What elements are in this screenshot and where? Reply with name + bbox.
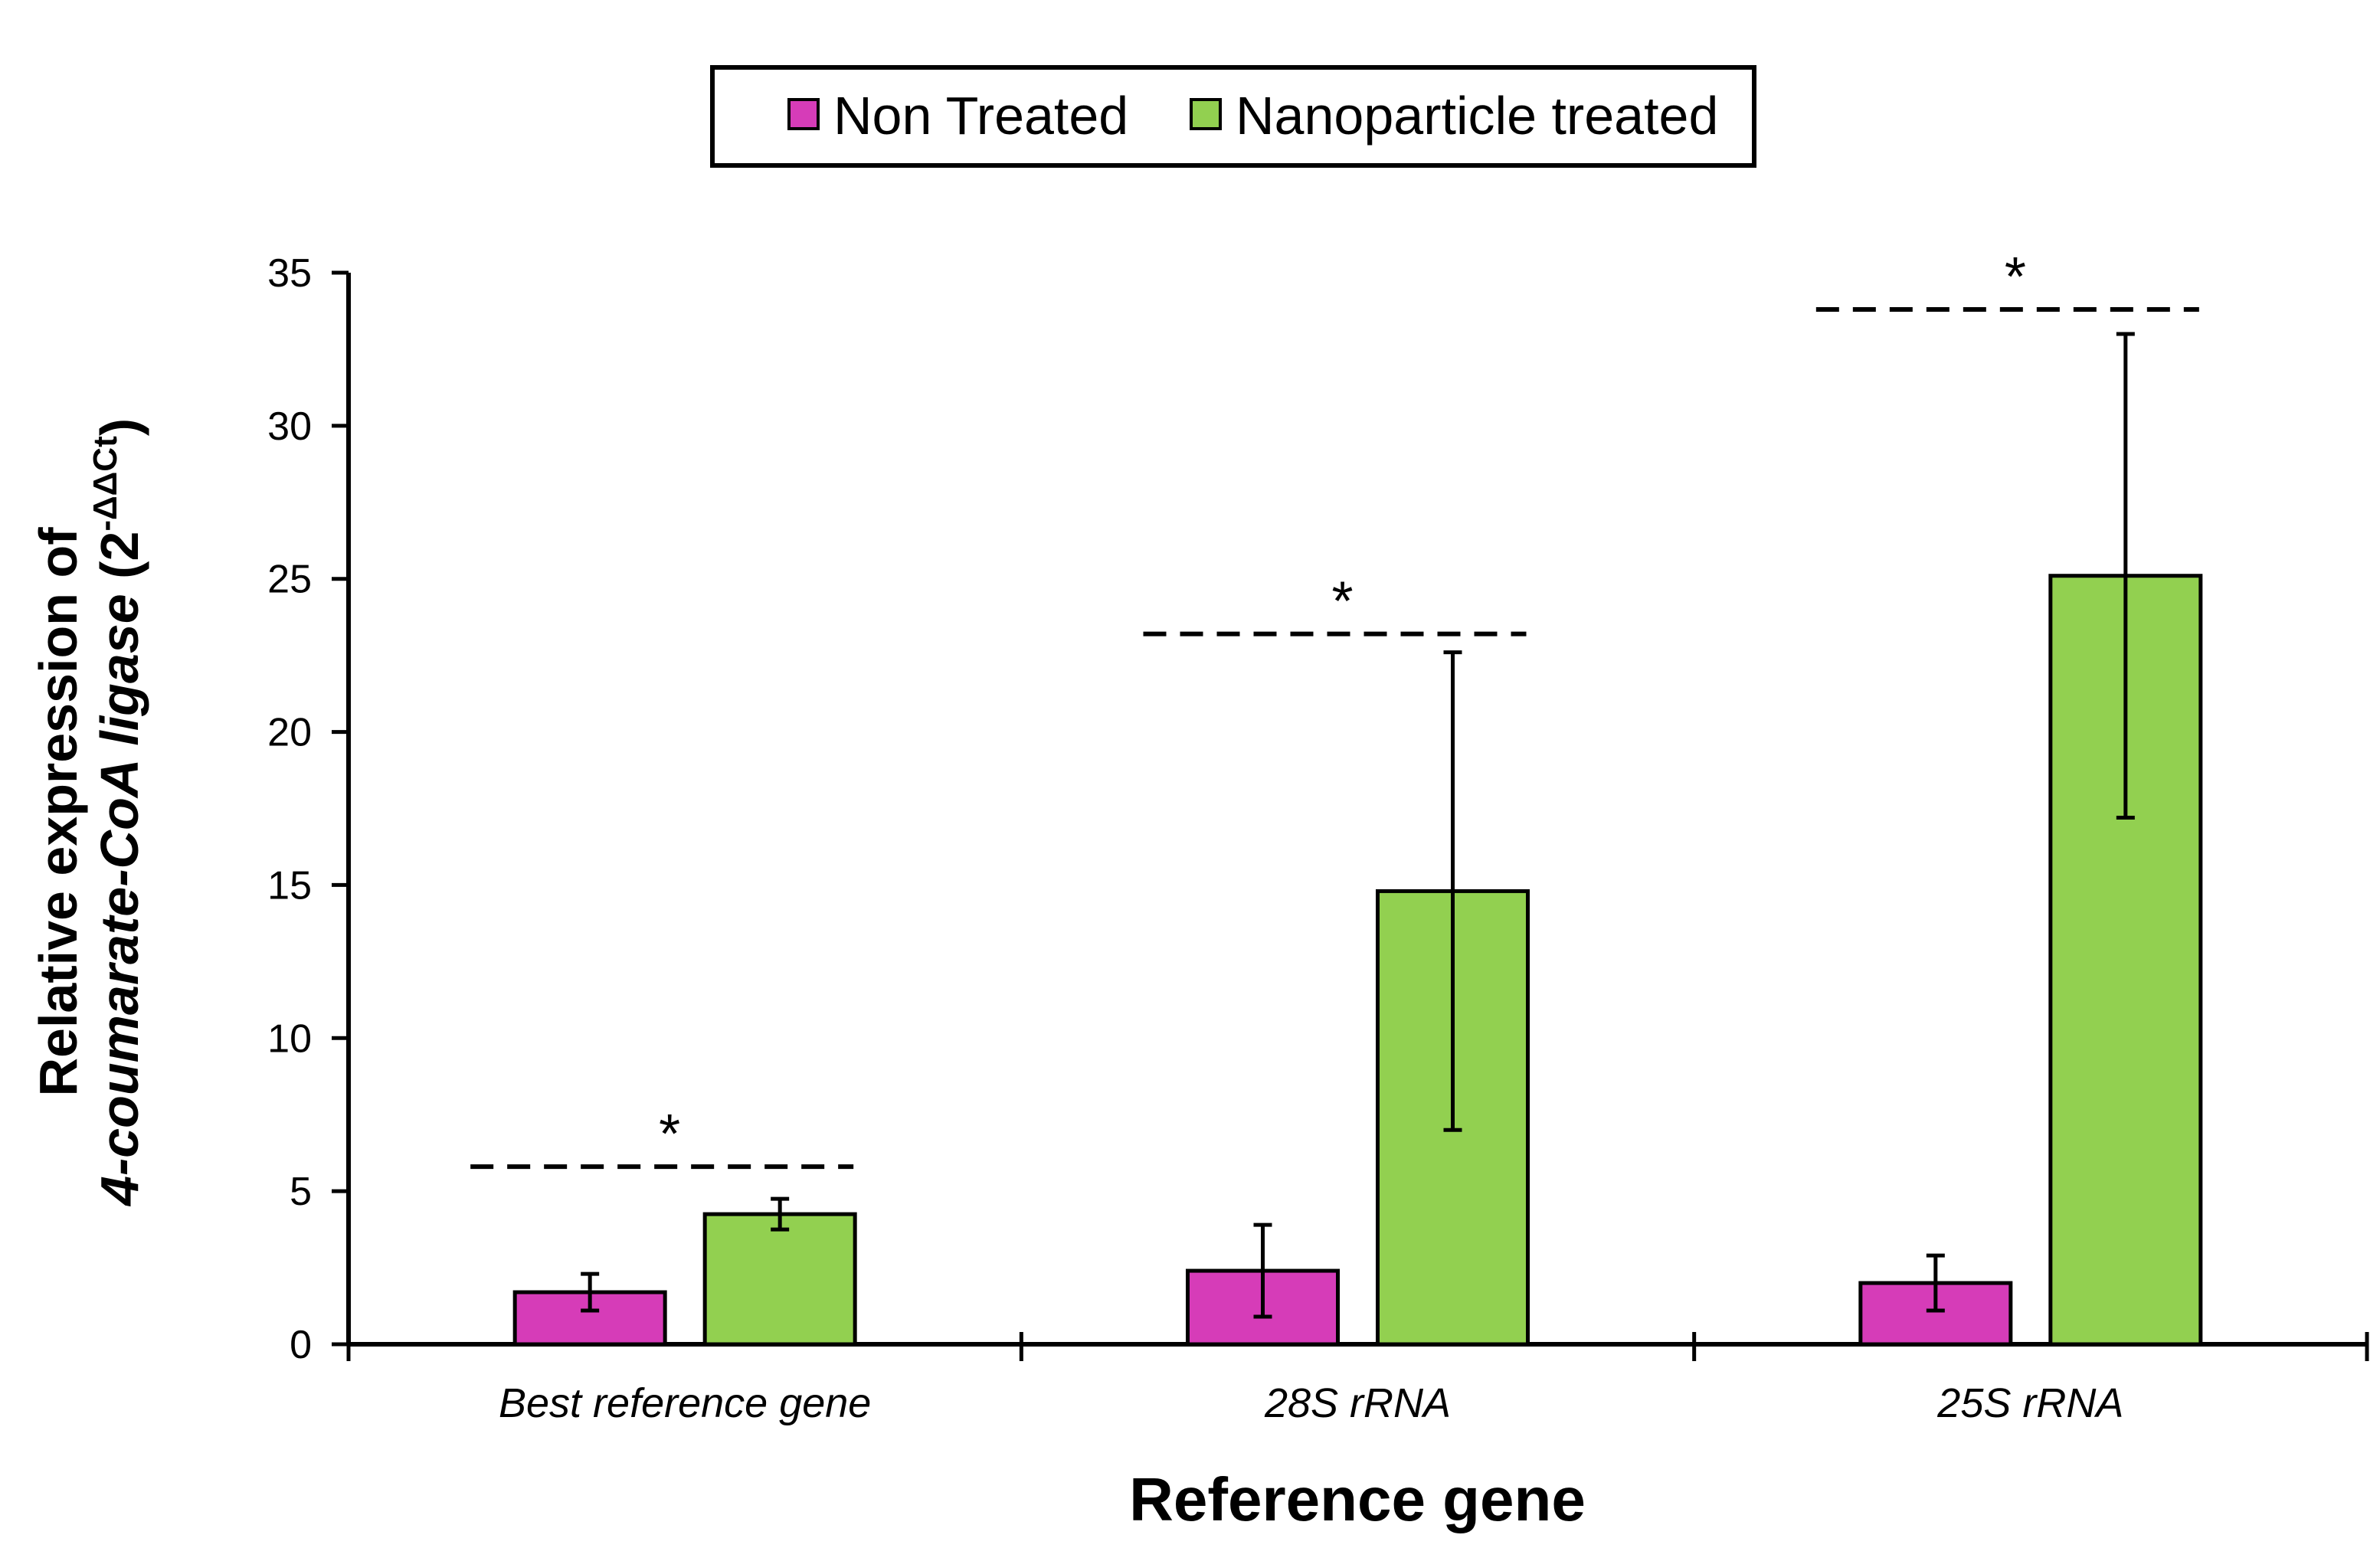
y-tick-label: 25 (267, 558, 312, 602)
y-tick-label: 15 (267, 863, 312, 908)
y-axis-unit-superscript: -ΔΔCt (87, 436, 124, 532)
y-axis-gene-name: 4-coumarate-CoA ligase (90, 594, 149, 1207)
y-axis-unit-open: (2 (90, 532, 149, 579)
significance-star: * (1331, 571, 1353, 633)
y-axis-unit-close: ) (90, 418, 149, 436)
y-tick-label: 30 (267, 404, 312, 449)
category-label-28s-rrna: 28S rRNA (1264, 1380, 1451, 1426)
y-tick-labels: 0 5 10 15 20 25 30 35 (267, 251, 312, 1367)
y-tick-label: 0 (290, 1323, 312, 1367)
category-label-25s-rrna: 25S rRNA (1936, 1380, 2123, 1426)
y-axis-title-line2: 4-coumarate-CoA ligase (2-ΔΔCt) (87, 418, 149, 1207)
significance-markers: * * * (659, 247, 2026, 1165)
chart-marks (332, 270, 2369, 1361)
significance-star: * (659, 1104, 680, 1165)
legend-swatch-non-treated (787, 98, 820, 130)
y-tick-label: 35 (267, 251, 312, 296)
y-tick-label: 5 (290, 1170, 312, 1214)
category-labels: Best reference gene 28S rRNA 25S rRNA (499, 1380, 2123, 1426)
y-axis-title-line1: Relative expression of (28, 527, 88, 1097)
x-axis-title: Reference gene (1129, 1465, 1586, 1533)
legend: Non Treated Nanoparticle treated (710, 65, 1756, 168)
category-label-best-reference-gene: Best reference gene (499, 1380, 871, 1426)
significance-star: * (2005, 247, 2026, 308)
y-tick-label: 10 (267, 1016, 312, 1061)
legend-swatch-nanoparticle-treated (1190, 98, 1222, 130)
legend-box (710, 65, 1756, 168)
legend-label-nanoparticle-treated: Nanoparticle treated (1236, 86, 1718, 146)
legend-label-non-treated: Non Treated (833, 86, 1128, 146)
y-tick-label: 20 (267, 711, 312, 755)
y-axis-title: Relative expression of 4-coumarate-CoA l… (28, 418, 149, 1207)
bar-nanoparticle-treated (702, 1212, 857, 1347)
